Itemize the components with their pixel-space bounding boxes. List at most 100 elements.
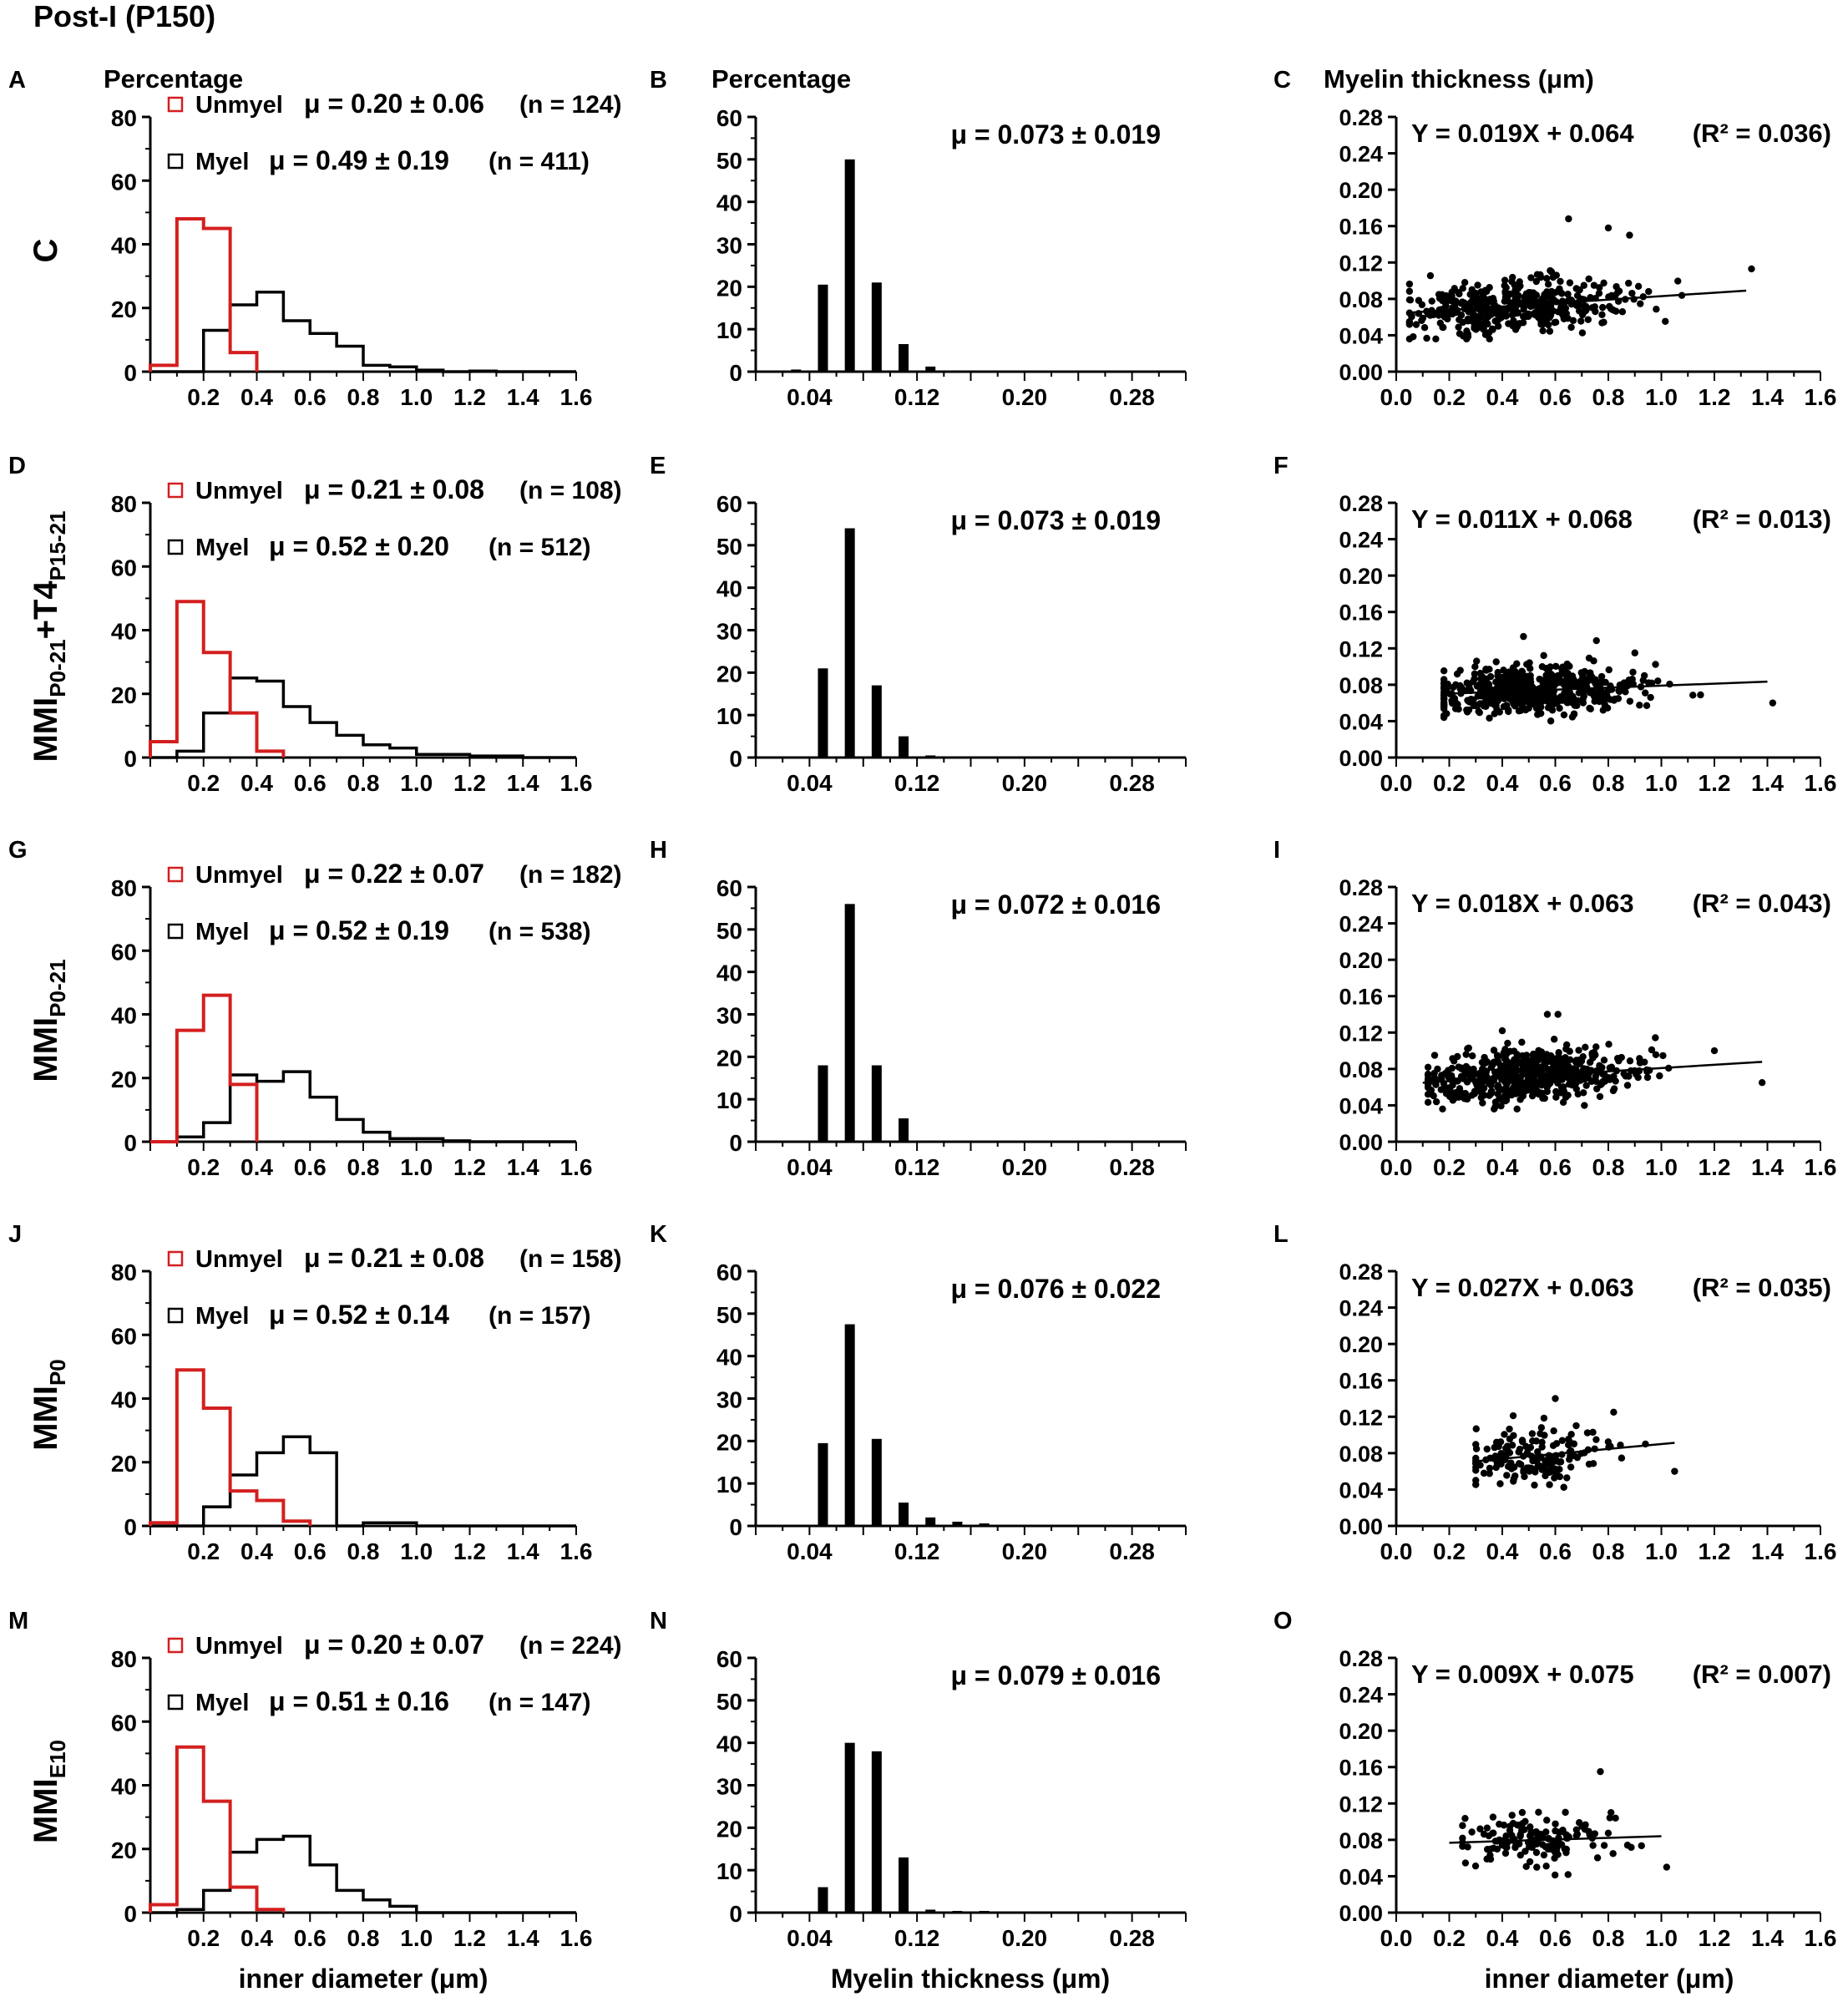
r-squared: (R² = 0.035) <box>1693 1273 1831 1302</box>
data-point <box>1536 694 1544 702</box>
data-point <box>1544 321 1552 329</box>
y-tick-label: 60 <box>111 1710 137 1736</box>
data-point <box>1598 303 1607 312</box>
x-tick-label: 1.0 <box>1645 770 1678 796</box>
data-point <box>1499 1065 1507 1073</box>
data-point <box>1583 1429 1592 1437</box>
data-point <box>1549 273 1557 281</box>
unmyel-histogram-line <box>149 217 259 372</box>
data-point <box>1587 705 1594 713</box>
data-point <box>1530 1829 1538 1837</box>
data-point <box>1551 1871 1559 1879</box>
data-point <box>1481 1067 1488 1074</box>
data-point <box>1628 678 1636 686</box>
data-point <box>1562 1808 1569 1817</box>
y-tick-label: 0.08 <box>1339 1828 1383 1853</box>
data-point <box>1474 317 1482 325</box>
data-point <box>1410 332 1417 341</box>
panel-letter-J: J <box>8 1221 22 1248</box>
data-point <box>1468 698 1476 707</box>
data-point <box>1543 275 1551 282</box>
bar <box>844 1324 855 1526</box>
unmyel-mean-sd: μ = 0.20 ± 0.06 <box>304 89 484 119</box>
data-point <box>1448 1064 1456 1072</box>
data-point <box>1471 1862 1480 1870</box>
unmyel-legend-label: Unmyel <box>195 478 283 504</box>
data-point <box>1558 1437 1567 1444</box>
data-point <box>1641 689 1649 697</box>
x-tick-label: 1.4 <box>1751 1154 1784 1180</box>
x-tick-label: 0.6 <box>294 384 327 410</box>
bar <box>818 668 828 758</box>
x-tick-label: 1.0 <box>400 384 433 410</box>
bar <box>871 1751 882 1913</box>
data-point <box>1533 1863 1541 1871</box>
data-point <box>1515 1448 1522 1456</box>
data-point <box>1561 666 1569 673</box>
data-point <box>1579 696 1587 703</box>
bar <box>871 1438 882 1526</box>
y-tick-label: 0 <box>124 1901 137 1927</box>
y-tick-label: 40 <box>111 1387 137 1413</box>
x-tick-label: 0.6 <box>1539 770 1572 796</box>
y-tick-label: 60 <box>111 1323 137 1349</box>
x-tick-label: 0.0 <box>1380 770 1413 796</box>
x-axis-title-inner-diameter-right: inner diameter (μm) <box>1485 1964 1734 1994</box>
data-point <box>1547 266 1554 275</box>
data-point <box>1471 663 1479 671</box>
data-point <box>1526 1823 1534 1831</box>
panel-letter-F: F <box>1273 453 1289 479</box>
data-point <box>1571 702 1578 709</box>
data-point <box>1461 278 1469 286</box>
data-point <box>1589 1842 1597 1849</box>
data-point <box>1430 1069 1438 1077</box>
data-point <box>1580 281 1587 289</box>
data-point <box>1496 1480 1504 1488</box>
data-point <box>1600 279 1608 287</box>
data-point <box>1513 1051 1521 1058</box>
data-point <box>1486 1470 1493 1477</box>
y-tick-label: 40 <box>111 619 137 645</box>
x-tick-label: 0.04 <box>787 770 833 796</box>
y-tick-label: 20 <box>716 275 742 301</box>
data-point <box>1513 1105 1521 1113</box>
data-point <box>1555 1049 1562 1057</box>
data-point <box>1435 291 1443 298</box>
panel-letter-E: E <box>650 453 666 479</box>
regression-equation: Y = 0.019X + 0.064 <box>1411 119 1634 148</box>
data-point <box>1574 1090 1582 1098</box>
scatter-panel-F: 0.00 0.04 0.08 0.12 0.16 0.20 0.24 0.28 0.0 0.2 0.… <box>1339 491 1836 796</box>
x-tick-label: 0.20 <box>1002 1154 1048 1180</box>
data-point <box>1607 1808 1615 1817</box>
x-tick-label: 1.4 <box>507 1538 539 1564</box>
x-tick-label: 1.4 <box>1751 1538 1784 1564</box>
data-point <box>1439 1105 1446 1113</box>
myel-legend-label: Myel <box>195 919 249 945</box>
group-label: MMIE10 <box>28 1740 70 1843</box>
unmyel-legend-label: Unmyel <box>195 1633 283 1660</box>
data-point <box>1468 298 1476 306</box>
myel-legend-label: Myel <box>195 535 249 561</box>
myel-mean-sd: μ = 0.52 ± 0.14 <box>269 1300 449 1330</box>
regression-equation: Y = 0.009X + 0.075 <box>1411 1660 1634 1689</box>
data-point <box>1461 1859 1470 1867</box>
y-tick-label: 0.24 <box>1339 912 1383 937</box>
data-point <box>1453 670 1461 678</box>
data-point <box>1615 1057 1623 1065</box>
data-point <box>1546 680 1553 687</box>
data-point <box>1506 694 1514 702</box>
bar <box>925 1909 936 1913</box>
data-point <box>1486 335 1493 342</box>
x-tick-label: 0.2 <box>1433 1538 1466 1564</box>
data-point <box>1509 1819 1517 1827</box>
data-point <box>1552 1469 1560 1477</box>
data-point <box>1481 1059 1489 1067</box>
y-tick-label: 0.12 <box>1339 251 1383 276</box>
y-tick-label: 50 <box>716 918 742 944</box>
data-point <box>1489 699 1497 707</box>
y-tick-label: 60 <box>111 939 137 965</box>
data-point <box>1557 288 1564 296</box>
data-point <box>1430 1092 1437 1100</box>
data-point <box>1510 1432 1517 1439</box>
x-tick-label: 0.0 <box>1380 1538 1413 1564</box>
